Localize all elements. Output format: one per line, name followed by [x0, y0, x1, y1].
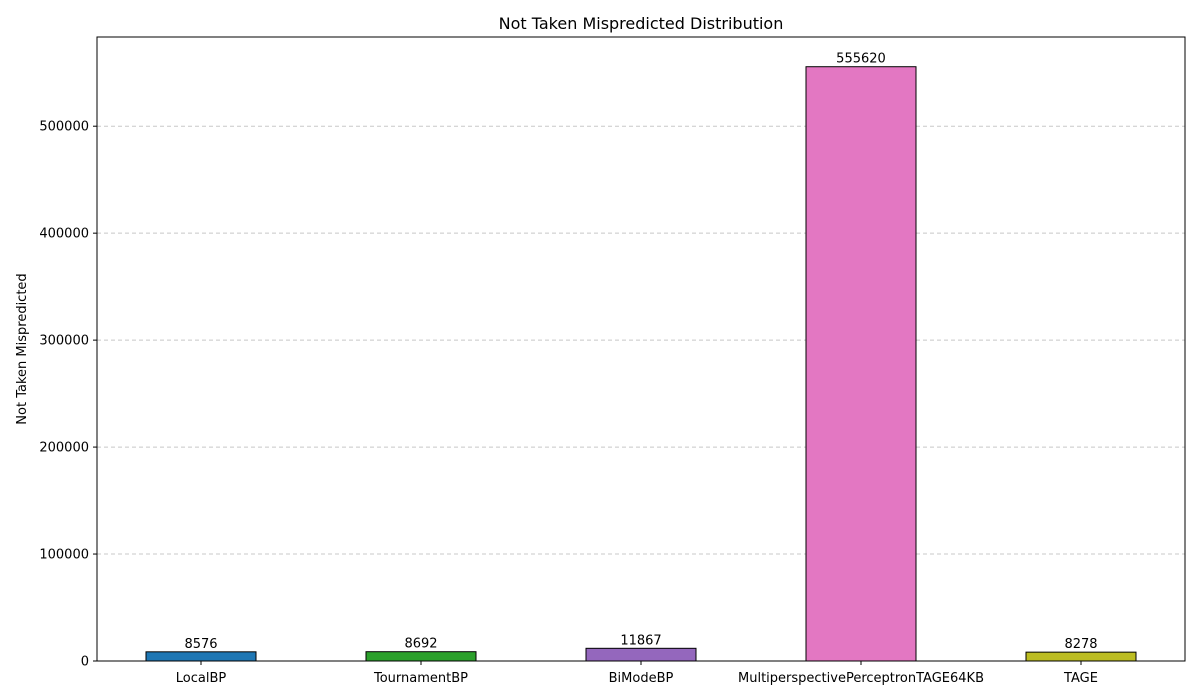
x-tick-label: BiModeBP: [609, 671, 674, 686]
grid-lines: [97, 125, 1185, 555]
x-tick-label: TAGE: [1063, 671, 1098, 686]
y-axis-label: Not Taken Mispredicted: [15, 273, 30, 424]
bar-value-label: 11867: [620, 633, 661, 648]
bar-bimodebp: [585, 647, 697, 662]
tick-labels: 0 100000 200000 300000 400000 500000 LocalBP To…: [39, 120, 1098, 686]
x-tick-label: TournamentBP: [373, 671, 468, 686]
bar-value-label: 555620: [836, 52, 886, 67]
bar-value-label: 8278: [1064, 637, 1097, 652]
bars: [145, 66, 1137, 662]
y-tick-label: 0: [81, 655, 89, 670]
data-labels: 8576 8692 11867 555620 8278: [184, 52, 1097, 652]
bar-multiperspectiveperceptrontage64kb: [805, 66, 917, 662]
bar-tournamentbp: [365, 651, 477, 662]
bar-value-label: 8692: [404, 637, 437, 652]
y-tick-label: 400000: [39, 227, 89, 242]
bar-value-label: 8576: [184, 637, 217, 652]
bar-localbp: [145, 651, 257, 662]
x-tick-label: MultiperspectivePerceptronTAGE64KB: [738, 671, 984, 686]
y-tick-label: 500000: [39, 120, 89, 135]
y-tick-label: 300000: [39, 334, 89, 349]
plot-frame: [96, 36, 1186, 662]
bar-tage: [1025, 651, 1137, 662]
y-tick-label: 100000: [39, 548, 89, 563]
chart-title: Not Taken Mispredicted Distribution: [499, 14, 784, 33]
y-tick-label: 200000: [39, 441, 89, 456]
x-tick-label: LocalBP: [176, 671, 227, 686]
